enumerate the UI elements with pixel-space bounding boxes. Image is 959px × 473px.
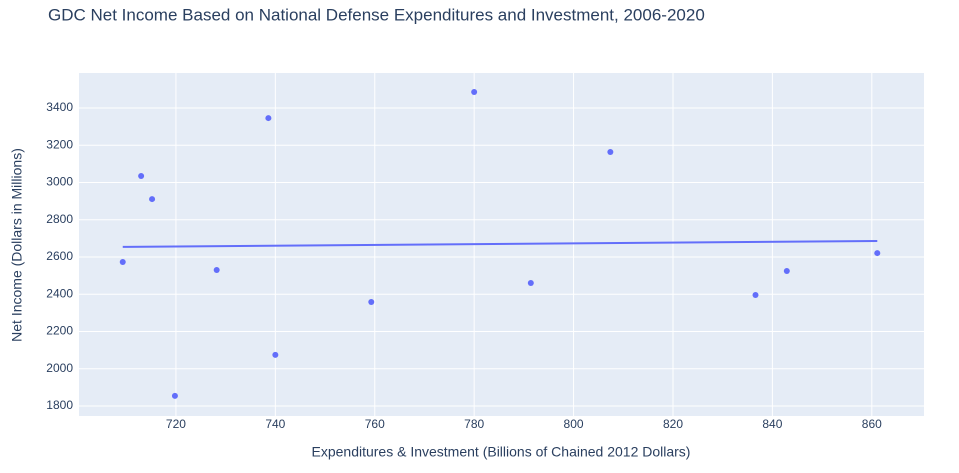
trendline <box>122 239 878 248</box>
y-tick-label: 3000 <box>46 175 73 189</box>
y-tick-label: 2200 <box>46 324 73 338</box>
data-point <box>607 148 614 155</box>
data-point <box>471 88 478 95</box>
y-axis-title: Net Income (Dollars in Millions) <box>9 148 25 342</box>
data-point <box>171 392 178 399</box>
x-tick-label: 820 <box>663 417 683 431</box>
y-tick-label: 2000 <box>46 361 73 375</box>
x-tick-label: 840 <box>762 417 782 431</box>
data-point <box>149 196 156 203</box>
y-tick-label: 2600 <box>46 249 73 263</box>
x-tick-label: 860 <box>862 417 882 431</box>
x-tick-label: 720 <box>166 417 186 431</box>
data-point <box>752 291 759 298</box>
y-tick-label: 1800 <box>46 398 73 412</box>
data-point <box>368 299 375 306</box>
data-point <box>213 267 220 274</box>
data-point <box>783 267 790 274</box>
x-axis-title: Expenditures & Investment (Billions of C… <box>312 444 691 460</box>
y-tick-label: 2400 <box>46 286 73 300</box>
y-tick-label: 3400 <box>46 100 73 114</box>
data-point <box>119 259 126 266</box>
data-point <box>527 280 534 287</box>
chart-title: GDC Net Income Based on National Defense… <box>48 5 705 24</box>
x-tick-label: 800 <box>564 417 584 431</box>
data-point <box>265 115 272 122</box>
data-point <box>272 351 279 358</box>
data-point <box>138 172 145 179</box>
y-tick-label: 2800 <box>46 212 73 226</box>
y-tick-label: 3200 <box>46 137 73 151</box>
x-tick-label: 760 <box>365 417 385 431</box>
x-tick-label: 740 <box>265 417 285 431</box>
data-point <box>874 250 881 257</box>
x-tick-label: 780 <box>464 417 484 431</box>
